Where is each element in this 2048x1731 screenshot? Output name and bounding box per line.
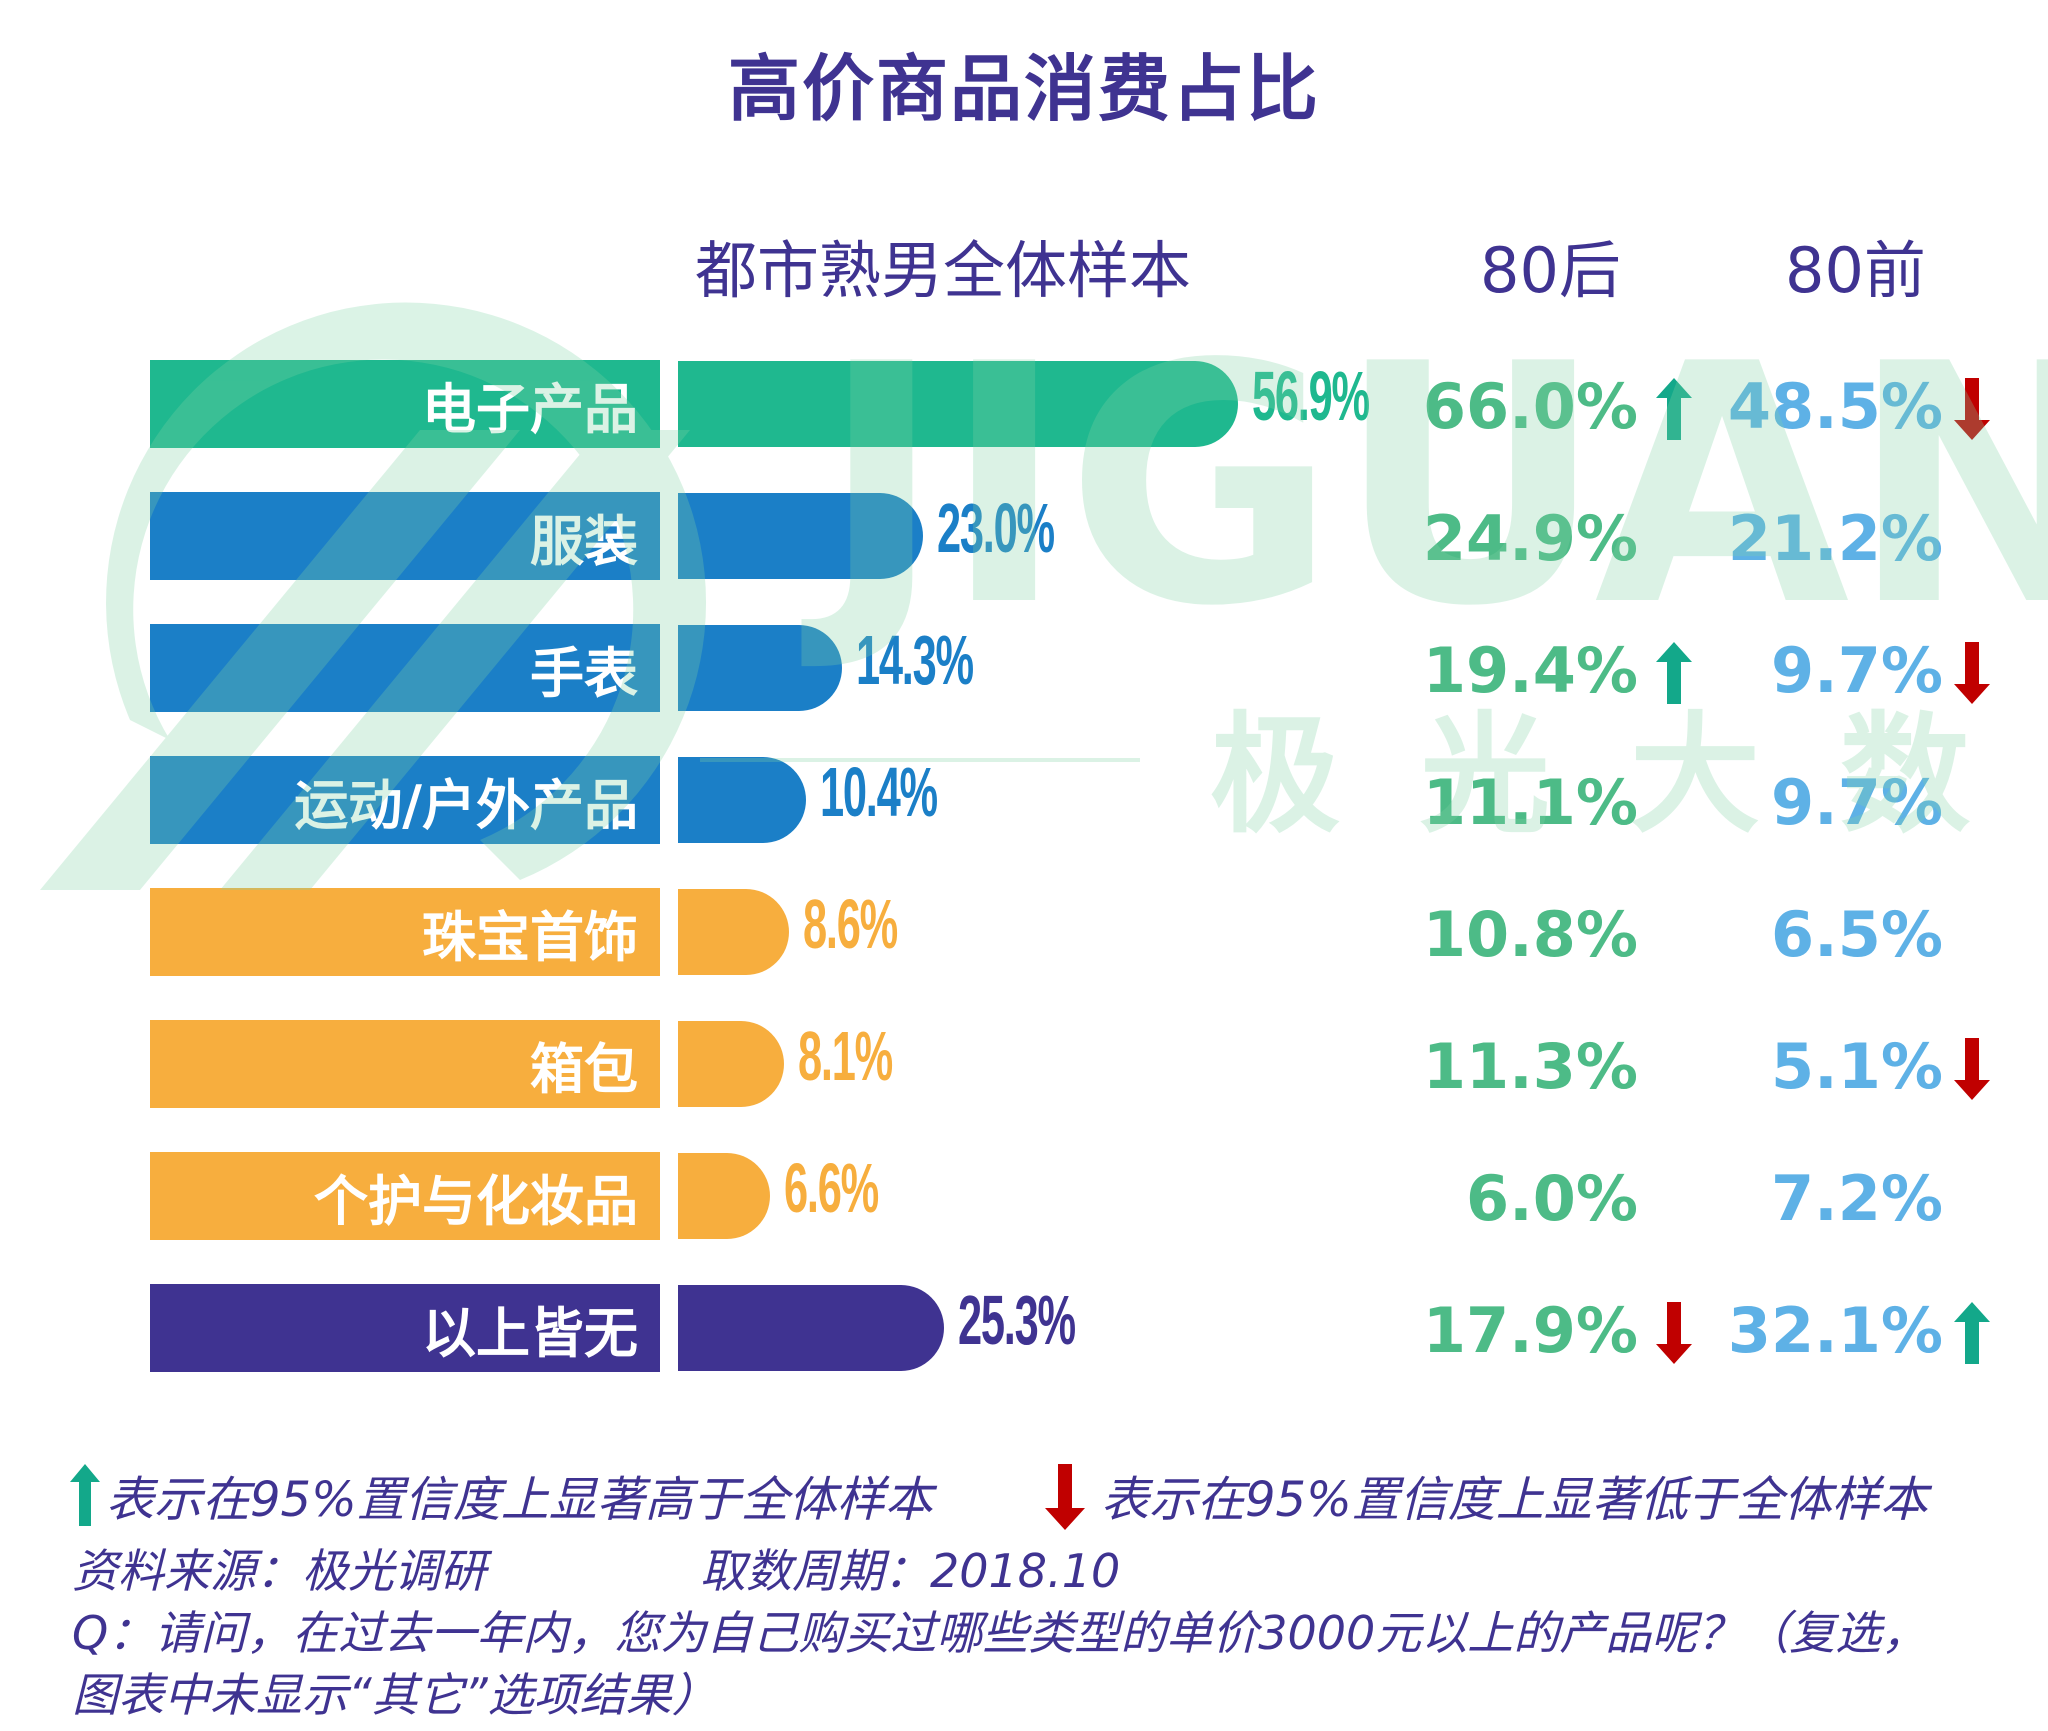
bar-value-label: 10.4% <box>819 753 938 831</box>
bar-value-label: 8.1% <box>798 1017 893 1095</box>
bar-total <box>678 1153 771 1239</box>
pre80-value: 5.1% <box>1771 1030 1943 1103</box>
post80-value: 10.8% <box>1422 898 1638 971</box>
footer-question-line1: Q：请问，在过去一年内，您为自己购买过哪些类型的单价3000元以上的产品呢？（复… <box>72 1606 1928 1660</box>
legend-up-text: 表示在95%置信度上显著高于全体样本 <box>106 1472 933 1528</box>
arrow-down-icon <box>1954 642 1990 704</box>
bar-total <box>678 625 842 711</box>
bar-total <box>678 493 923 579</box>
chart-title: 高价商品消费占比 <box>727 47 1320 131</box>
chart-row: 手表 14.3% 19.4% 9.7% <box>0 621 2048 712</box>
bar-value-label: 56.9% <box>1252 357 1370 435</box>
category-label: 手表 <box>150 624 660 712</box>
pre80-value: 32.1% <box>1727 1294 1943 1367</box>
pre80-value: 9.7% <box>1771 634 1943 707</box>
column-header-post80: 80后 <box>1480 234 1621 307</box>
column-header-total: 都市熟男全体样本 <box>695 234 1192 307</box>
arrow-up-icon <box>70 1464 100 1526</box>
bar-value-label: 6.6% <box>784 1149 879 1227</box>
category-label: 以上皆无 <box>150 1284 660 1372</box>
chart-row: 电子产品 56.9% 66.0% 48.5% <box>0 357 2048 448</box>
pre80-value: 9.7% <box>1771 766 1943 839</box>
bar-value-label: 23.0% <box>936 489 1055 567</box>
pre80-value: 48.5% <box>1727 370 1943 443</box>
category-label: 运动/户外产品 <box>150 756 660 844</box>
category-label: 箱包 <box>150 1020 660 1108</box>
pre80-value: 7.2% <box>1771 1162 1943 1235</box>
post80-value: 17.9% <box>1422 1294 1638 1367</box>
category-label: 个护与化妆品 <box>150 1152 660 1240</box>
chart-row: 个护与化妆品 6.6% 6.0% 7.2% <box>0 1149 2048 1240</box>
legend-down-text: 表示在95%置信度上显著低于全体样本 <box>1101 1472 1928 1528</box>
chart-row: 以上皆无 25.3% 17.9% 32.1% <box>0 1281 2048 1372</box>
bar-value-label: 25.3% <box>958 1281 1076 1359</box>
post80-value: 6.0% <box>1466 1162 1638 1235</box>
chart-row: 箱包 8.1% 11.3% 5.1% <box>0 1017 2048 1108</box>
arrow-down-icon <box>1656 1302 1692 1364</box>
footer-question-line2: 图表中未显示“其它”选项结果） <box>72 1668 718 1722</box>
legend-up: 表示在95%置信度上显著高于全体样本 <box>62 1460 933 1530</box>
chart-row: 服装 23.0% 24.9% 21.2% <box>0 489 2048 580</box>
arrow-down-icon <box>1954 378 1990 440</box>
bar-value-label: 8.6% <box>802 885 898 963</box>
bar-total <box>678 1285 945 1371</box>
post80-value: 19.4% <box>1422 634 1638 707</box>
column-header-pre80: 80前 <box>1785 234 1926 307</box>
bar-value-label: 14.3% <box>855 621 974 699</box>
post80-value: 66.0% <box>1422 370 1638 443</box>
bar-total <box>678 889 789 975</box>
footer-period: 取数周期：2018.10 <box>700 1544 1121 1598</box>
legend-down: 表示在95%置信度上显著低于全体样本 <box>1045 1460 1928 1530</box>
chart-row: 运动/户外产品 10.4% 11.1% 9.7% <box>0 753 2048 844</box>
pre80-value: 21.2% <box>1727 502 1943 575</box>
chart-row: 珠宝首饰 8.6% 10.8% 6.5% <box>0 885 2048 976</box>
pre80-value: 6.5% <box>1771 898 1943 971</box>
category-label: 电子产品 <box>150 360 660 448</box>
bar-total <box>678 1021 785 1107</box>
post80-value: 11.3% <box>1422 1030 1638 1103</box>
arrow-up-icon <box>1656 642 1692 704</box>
category-label: 珠宝首饰 <box>150 888 660 976</box>
bar-total <box>678 361 1239 447</box>
arrow-up-icon <box>1656 378 1692 440</box>
arrow-down-icon <box>1954 1038 1990 1100</box>
footer-source: 资料来源：极光调研 <box>72 1544 486 1598</box>
post80-value: 24.9% <box>1422 502 1638 575</box>
arrow-down-icon <box>1045 1464 1085 1530</box>
post80-value: 11.1% <box>1422 766 1638 839</box>
category-label: 服装 <box>150 492 660 580</box>
bar-total <box>678 757 806 843</box>
arrow-up-icon <box>1954 1302 1990 1364</box>
